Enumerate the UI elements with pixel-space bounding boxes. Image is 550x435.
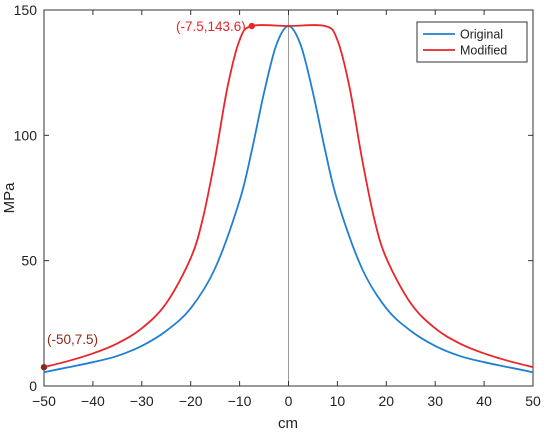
x-tick-label: −40 (81, 393, 105, 409)
x-tick-label: 10 (330, 393, 346, 409)
y-tick-label: 100 (14, 127, 38, 143)
x-tick-label: −50 (32, 393, 56, 409)
x-tick-label: 40 (476, 393, 492, 409)
y-tick-label: 150 (14, 2, 38, 18)
annotation-point (40, 364, 48, 371)
legend-box (416, 21, 528, 63)
x-tick-label: −30 (130, 393, 154, 409)
annotation-point (248, 22, 256, 30)
x-tick-label: 50 (525, 393, 541, 409)
x-tick-label: −20 (179, 393, 203, 409)
x-tick-label: −10 (228, 393, 252, 409)
y-tick-label: 50 (21, 253, 37, 269)
legend: Original Modified (416, 21, 528, 63)
x-tick-label: 30 (427, 393, 443, 409)
annotation-label: (-7.5,143.6) (176, 19, 246, 34)
y-axis-label: MPa (1, 182, 18, 214)
annotation-label: (-50,7.5) (47, 332, 98, 347)
x-tick-label: 20 (379, 393, 395, 409)
y-tick-label: 0 (29, 378, 37, 394)
x-axis-label: cm (278, 415, 298, 432)
legend-entry: Modified (460, 44, 507, 58)
series-line-modified (43, 24, 534, 369)
legend-entry: Original (460, 28, 503, 42)
x-tick-label: 0 (285, 393, 293, 409)
